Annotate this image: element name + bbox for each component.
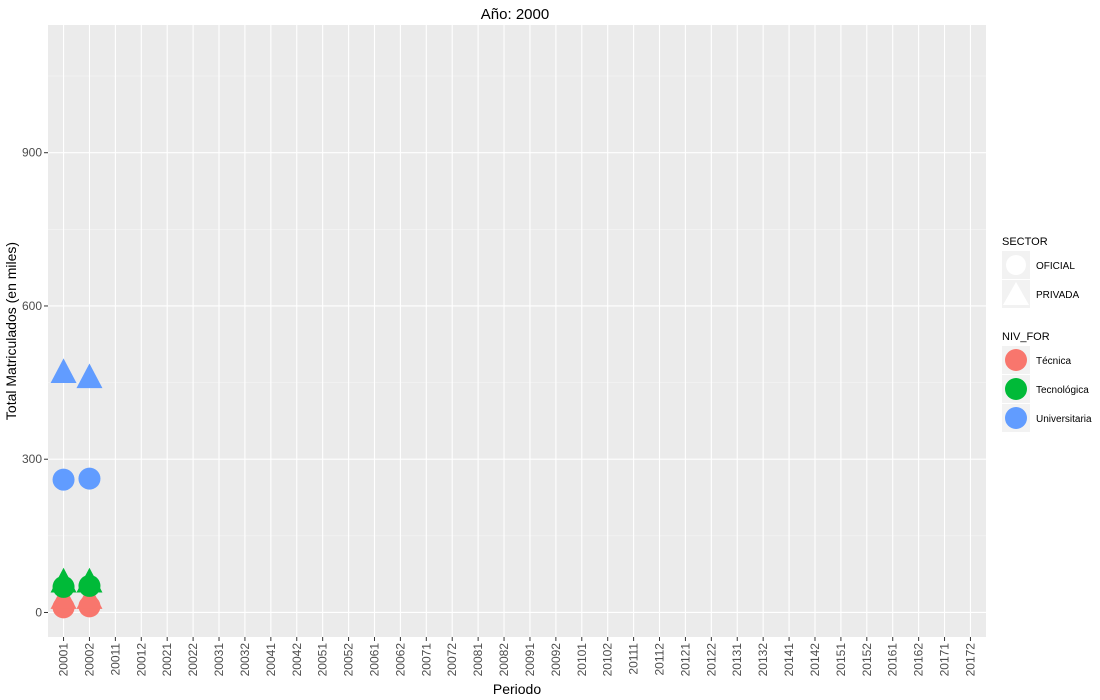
y-tick-label: 0 <box>35 605 42 619</box>
x-tick-label: 20101 <box>575 643 589 677</box>
x-tick-label: 20131 <box>730 643 744 677</box>
x-tick-label: 20102 <box>601 643 615 677</box>
x-tick-label: 20011 <box>108 643 122 676</box>
x-axis-title: Periodo <box>493 681 541 697</box>
x-tick-label: 20112 <box>653 643 667 676</box>
x-tick-label: 20072 <box>445 643 459 677</box>
x-tick-label: 20172 <box>963 643 977 677</box>
x-tick-label: 20051 <box>316 643 330 677</box>
x-tick-label: 20031 <box>212 643 226 677</box>
x-tick-label: 20071 <box>419 643 433 677</box>
legend-label-tecnologica: Tecnológica <box>1036 385 1089 396</box>
point-circle <box>52 468 75 491</box>
point-triangle <box>50 358 77 384</box>
legend-tecnica-icon <box>1005 349 1027 371</box>
x-tick-label: 20032 <box>238 643 252 677</box>
y-axis-title: Total Matriculados (en miles) <box>3 242 19 420</box>
x-tick-label: 20162 <box>912 643 926 677</box>
point-triangle <box>50 567 77 593</box>
x-tick-label: 20171 <box>938 643 952 677</box>
y-tick-label: 300 <box>22 452 42 466</box>
x-tick-label: 20152 <box>860 643 874 677</box>
legend-color-title: NIV_FOR <box>1002 331 1050 343</box>
point-circle <box>78 467 101 490</box>
x-tick-label: 20111 <box>627 643 641 675</box>
plot-panel <box>48 25 986 637</box>
legend-label-oficial: OFICIAL <box>1036 261 1075 272</box>
y-tick-label: 600 <box>22 299 42 313</box>
x-tick-label: 20151 <box>834 643 848 677</box>
x-tick-label: 20012 <box>134 643 148 677</box>
legend-tecnologica-icon <box>1005 378 1027 400</box>
legend-universitaria-icon <box>1005 407 1027 429</box>
y-tick-label: 900 <box>22 146 42 160</box>
x-tick-label: 20001 <box>57 643 71 677</box>
x-tick-label: 20081 <box>471 643 485 677</box>
point-triangle <box>76 567 103 593</box>
x-tick-label: 20121 <box>678 643 692 677</box>
minor-gridlines <box>48 75 986 537</box>
legend-label-privada: PRIVADA <box>1036 290 1079 301</box>
x-tick-label: 20042 <box>290 643 304 677</box>
point-triangle <box>76 363 103 389</box>
legend-triangle-icon <box>1003 282 1029 305</box>
x-tick-label: 20092 <box>549 643 563 677</box>
data-points <box>50 358 103 619</box>
x-tick-label: 20142 <box>808 643 822 677</box>
y-axis: 0 300 600 900 <box>22 146 48 619</box>
x-tick-label: 20082 <box>497 643 511 677</box>
legend-shape-title: SECTOR <box>1002 236 1048 248</box>
x-tick-label: 20052 <box>342 643 356 677</box>
x-tick-label: 20122 <box>704 643 718 677</box>
legend-label-universitaria: Universitaria <box>1036 414 1092 425</box>
legend: SECTOR OFICIAL PRIVADA NIV_FOR Técnica T… <box>1002 236 1092 432</box>
legend-circle-icon <box>1006 255 1026 275</box>
x-tick-label: 20091 <box>523 643 537 677</box>
x-tick-label: 20132 <box>756 643 770 677</box>
chart-title: Año: 2000 <box>481 6 549 23</box>
x-tick-label: 20062 <box>393 643 407 677</box>
x-tick-label: 20041 <box>264 643 278 677</box>
major-gridlines <box>48 25 986 637</box>
x-tick-label: 20161 <box>886 643 900 677</box>
legend-label-tecnica: Técnica <box>1036 356 1071 367</box>
x-tick-label: 20022 <box>186 643 200 677</box>
x-tick-label: 20141 <box>782 643 796 677</box>
x-tick-label: 20021 <box>160 643 174 677</box>
x-tick-label: 20002 <box>82 643 96 677</box>
x-tick-label: 20061 <box>367 643 381 677</box>
x-axis: 20001 20002 20011 20012 20021 20022 20031 20032… <box>57 637 977 677</box>
